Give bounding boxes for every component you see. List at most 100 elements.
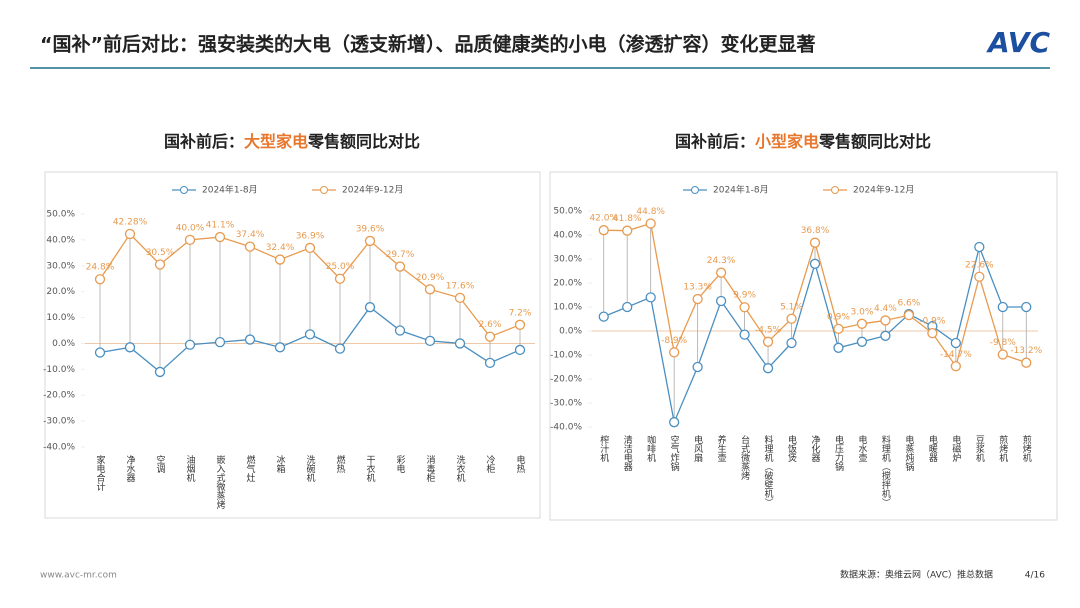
point <box>1021 301 1032 313</box>
point <box>950 361 961 372</box>
point <box>454 338 466 349</box>
point <box>762 336 774 347</box>
value-label: 42.28% <box>113 217 148 227</box>
point <box>484 331 496 342</box>
y-tick-label: 0.0% <box>559 327 582 337</box>
x-tick-label: 空调 <box>155 454 166 474</box>
x-tick-label: 清洁电器 <box>622 434 633 471</box>
x-tick-label: 电水壶 <box>856 434 867 462</box>
x-tick-label: 家电合计 <box>95 454 106 492</box>
value-label: 36.8% <box>801 226 830 236</box>
point <box>364 302 376 313</box>
y-tick-label: -30.0% <box>550 399 582 409</box>
x-tick-label: 彩电 <box>395 455 406 473</box>
value-label: -4.5% <box>755 325 782 335</box>
x-tick-label: 电饭煲 <box>786 434 797 463</box>
value-label: 22.6% <box>965 260 994 270</box>
point <box>974 271 985 282</box>
chart-title: 国补前后：大型家电零售额同比对比 <box>164 132 420 151</box>
point <box>244 334 256 345</box>
value-label: 30.5% <box>146 248 175 258</box>
y-tick-label: -40.0% <box>550 423 582 433</box>
point <box>514 319 526 330</box>
value-label: 0.9% <box>827 312 850 322</box>
point <box>692 361 703 373</box>
point <box>739 302 750 313</box>
x-tick-label: 料理机（破壁机） <box>763 434 774 507</box>
point <box>514 344 526 356</box>
y-tick-label: 10.0% <box>553 303 582 313</box>
point <box>997 349 1008 360</box>
footer-source: 数据来源：奥维云网（AVC）推总数据 <box>840 569 993 581</box>
point <box>997 301 1008 313</box>
legend-marker <box>180 186 188 194</box>
point <box>809 237 821 248</box>
x-tick-label: 电压力锅 <box>833 434 844 472</box>
value-label: 41.8% <box>613 214 642 224</box>
value-label: 3.0% <box>851 307 874 317</box>
y-tick-label: 20.0% <box>46 287 75 297</box>
x-tick-label: 养生壶 <box>716 434 727 462</box>
x-tick-label: 干衣机 <box>365 455 376 483</box>
point <box>424 335 436 347</box>
point <box>715 295 727 307</box>
point <box>244 241 256 252</box>
legend-label: 2024年9-12月 <box>342 184 403 196</box>
y-tick-label: -30.0% <box>43 417 75 427</box>
value-label: 25.0% <box>326 262 355 272</box>
value-label: 24.8% <box>86 263 115 273</box>
y-tick-label: 30.0% <box>553 255 582 265</box>
point <box>645 292 656 303</box>
point <box>974 241 985 253</box>
value-label: 41.1% <box>206 221 235 231</box>
point <box>394 261 406 272</box>
x-tick-label: 冷柜 <box>485 454 496 474</box>
x-tick-label: 洗碗机 <box>305 454 316 483</box>
point <box>692 293 703 305</box>
value-label: -9.8% <box>990 338 1017 348</box>
x-tick-label: 煎烤机 <box>997 434 1008 463</box>
point <box>364 235 376 247</box>
value-label: -13.2% <box>1010 346 1042 356</box>
value-label: 9.9% <box>733 291 756 301</box>
y-tick-label: 0.0% <box>52 339 75 349</box>
x-tick-label: 空气炸锅 <box>669 434 680 472</box>
y-tick-label: 30.0% <box>46 261 75 271</box>
legend-marker <box>831 186 839 194</box>
x-tick-label: 嵌入式微蒸烤 <box>215 455 226 510</box>
point <box>622 225 633 236</box>
x-tick-label: 台式微蒸烤 <box>739 434 750 481</box>
chart-frame <box>44 171 541 519</box>
x-tick-label: 料理机（搅拌机） <box>880 434 891 507</box>
value-label: 7.2% <box>509 308 532 318</box>
x-tick-label: 净水器 <box>125 454 136 482</box>
value-label: 44.8% <box>636 207 665 217</box>
chart-frame <box>549 171 1058 521</box>
point <box>856 336 868 347</box>
logo: AVC <box>986 26 1050 59</box>
point <box>394 325 406 336</box>
point <box>645 218 656 229</box>
y-tick-label: 20.0% <box>553 279 582 289</box>
point <box>334 273 346 284</box>
value-label: 4.4% <box>874 304 897 314</box>
x-tick-label: 电磁炉 <box>950 434 961 463</box>
point <box>304 329 316 340</box>
value-label: 32.4% <box>266 243 295 253</box>
title-part: 国补前后： <box>164 132 244 151</box>
point <box>786 313 797 324</box>
value-label: 40.0% <box>176 223 205 233</box>
point <box>739 329 750 340</box>
value-label: 24.3% <box>707 256 736 266</box>
point <box>880 315 891 326</box>
value-label: 17.6% <box>446 281 475 291</box>
legend-label: 2024年1-8月 <box>202 184 258 196</box>
point <box>484 357 496 369</box>
point <box>154 259 166 270</box>
legend-label: 2024年9-12月 <box>853 184 914 196</box>
x-tick-label: 洗衣机 <box>455 454 466 483</box>
point <box>669 417 680 428</box>
point <box>950 337 961 349</box>
y-tick-label: -40.0% <box>43 443 75 453</box>
y-tick-label: 10.0% <box>46 313 75 323</box>
